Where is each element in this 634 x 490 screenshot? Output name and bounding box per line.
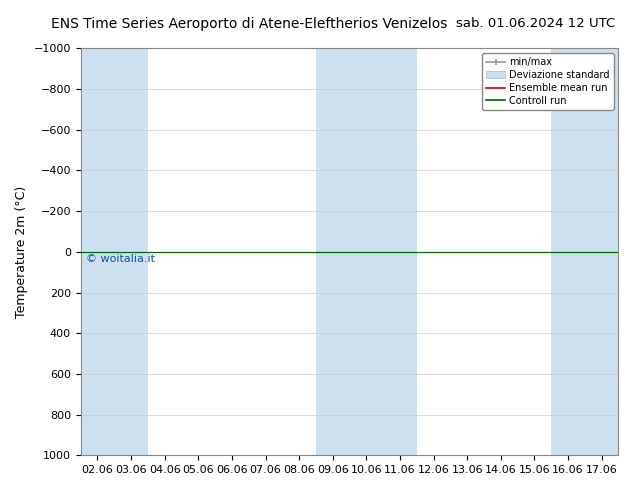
Bar <box>349 49 383 455</box>
Y-axis label: Temperature 2m (°C): Temperature 2m (°C) <box>15 186 28 318</box>
Text: sab. 01.06.2024 12 UTC: sab. 01.06.2024 12 UTC <box>456 17 615 30</box>
Bar <box>383 49 417 455</box>
Bar <box>81 49 114 455</box>
Bar <box>551 49 585 455</box>
Text: © woitalia.it: © woitalia.it <box>86 254 155 264</box>
Bar <box>114 49 148 455</box>
Bar <box>316 49 349 455</box>
Legend: min/max, Deviazione standard, Ensemble mean run, Controll run: min/max, Deviazione standard, Ensemble m… <box>482 53 614 110</box>
Bar <box>585 49 619 455</box>
Text: ENS Time Series Aeroporto di Atene-Eleftherios Venizelos: ENS Time Series Aeroporto di Atene-Eleft… <box>51 17 447 31</box>
